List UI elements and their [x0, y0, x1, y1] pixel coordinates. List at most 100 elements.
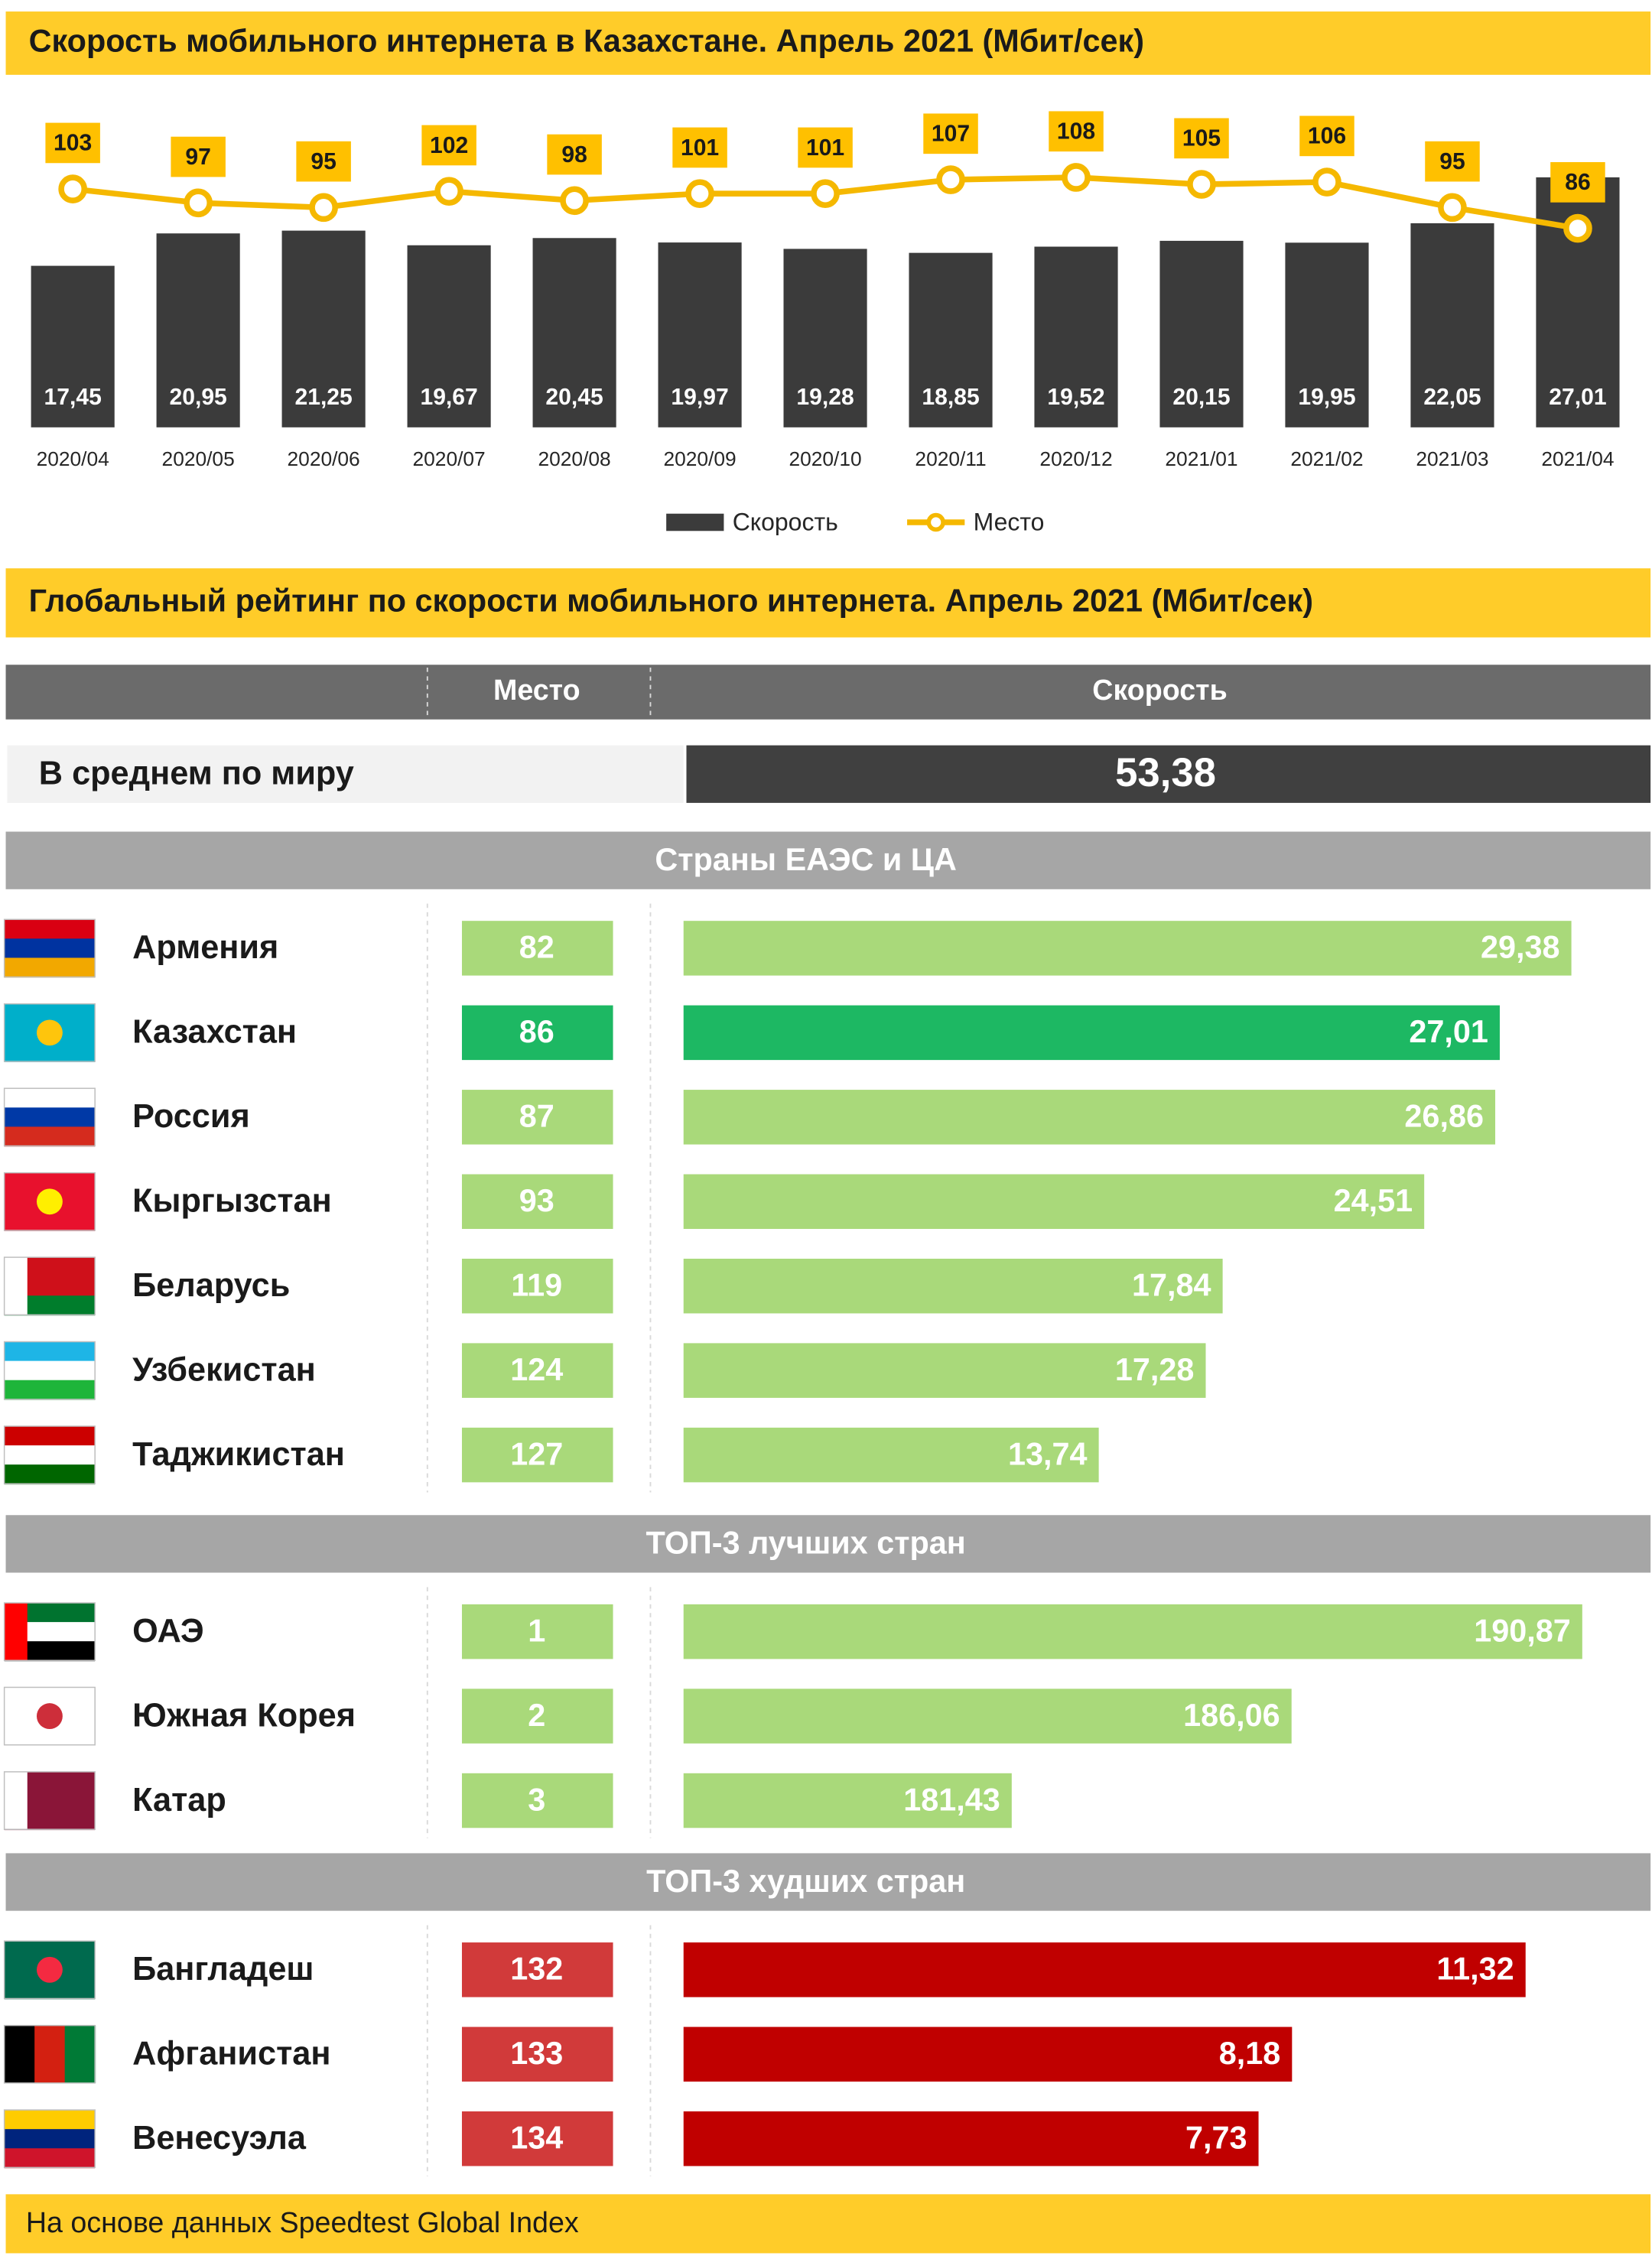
point-label-bg	[45, 122, 100, 164]
bar-value-label: 19,67	[420, 385, 477, 410]
bar	[407, 245, 491, 427]
speed-bar	[683, 1604, 1582, 1659]
bar	[31, 265, 115, 427]
speed-bar	[683, 2027, 1293, 2082]
rank-value: 86	[519, 1014, 554, 1049]
point-label: 98	[561, 142, 587, 167]
rank-value: 119	[511, 1268, 562, 1303]
x-tick-label: 2020/09	[663, 447, 736, 470]
flag	[4, 1771, 28, 1830]
group-title: ТОП-3 лучших стран	[646, 1526, 966, 1561]
speed-label: 186,06	[1183, 1698, 1280, 1733]
flag	[4, 938, 96, 959]
country-name: Россия	[132, 1098, 250, 1135]
flag	[64, 2025, 96, 2083]
flag	[4, 1425, 96, 1446]
country-name: Узбекистан	[132, 1351, 316, 1388]
flag	[4, 1603, 28, 1661]
rank-box	[461, 1258, 613, 1314]
bar-value-label: 27,01	[1549, 385, 1606, 410]
x-tick-label: 2020/04	[37, 447, 109, 470]
speed-label: 26,86	[1404, 1099, 1484, 1134]
flag	[36, 1188, 63, 1215]
country-name: Таджикистан	[132, 1436, 345, 1473]
country-name: Армения	[132, 929, 278, 966]
point-label-bg	[798, 127, 853, 168]
flag-border	[3, 1172, 96, 1231]
flag-border	[3, 2024, 96, 2084]
bar	[1285, 242, 1369, 427]
line-point	[1062, 163, 1091, 192]
flag	[4, 1088, 96, 1109]
country-name: Южная Корея	[132, 1697, 356, 1734]
x-tick-label: 2020/08	[538, 447, 611, 470]
flag	[4, 1464, 96, 1485]
country-name: Бангладеш	[132, 1951, 314, 1988]
speed-label: 24,51	[1334, 1183, 1413, 1218]
point-label-bg	[1550, 162, 1605, 203]
column-header	[5, 665, 1651, 720]
flag	[36, 1019, 63, 1046]
country-name: Кыргызстан	[132, 1183, 332, 1220]
point-label: 101	[806, 135, 844, 161]
point-label: 103	[54, 131, 92, 156]
line-point	[184, 188, 213, 218]
bar	[1034, 246, 1118, 427]
flag-border	[3, 1602, 96, 1662]
point-label-bg	[923, 113, 978, 154]
flag-border	[3, 1003, 96, 1062]
column-title: Скорость	[1092, 674, 1227, 706]
flag	[4, 1341, 96, 1362]
footer-bar	[5, 2194, 1651, 2254]
rank-value: 124	[510, 1352, 563, 1387]
rank-box	[461, 1942, 613, 1997]
x-tick-label: 2021/02	[1290, 447, 1363, 470]
rank-value: 2	[528, 1698, 545, 1733]
bar-value-label: 17,45	[44, 385, 102, 410]
country-name: Катар	[132, 1782, 226, 1819]
group-title: Страны ЕАЭС и ЦА	[655, 842, 957, 877]
x-tick-label: 2020/10	[789, 447, 861, 470]
rank-box	[461, 1604, 613, 1659]
flag	[4, 2110, 96, 2131]
legend-label: Скорость	[733, 508, 838, 535]
speed-label: 13,74	[1008, 1436, 1088, 1471]
rank-box	[461, 1689, 613, 1744]
speed-bar	[683, 1689, 1292, 1744]
point-label: 108	[1057, 119, 1095, 145]
bar	[658, 242, 742, 427]
bar	[1159, 240, 1244, 427]
country-name: Беларусь	[132, 1267, 290, 1304]
speed-label: 11,32	[1436, 1952, 1514, 1987]
line-point	[309, 193, 338, 223]
legend-swatch	[926, 512, 945, 532]
flag	[36, 1703, 63, 1730]
rank-value: 133	[510, 2036, 563, 2071]
speed-bar	[683, 1773, 1012, 1828]
flag	[4, 1380, 96, 1400]
speed-bar	[683, 1174, 1425, 1230]
flag	[4, 1445, 96, 1466]
speed-bar	[683, 1005, 1500, 1061]
flag	[4, 2148, 96, 2169]
legend-label: Место	[974, 508, 1045, 535]
point-label: 105	[1182, 126, 1221, 151]
line-point	[1187, 170, 1216, 199]
speed-bar	[683, 1942, 1526, 1997]
chart-title: Скорость мобильного интернета в Казахста…	[29, 23, 1144, 58]
line-point	[1563, 213, 1592, 243]
point-label-bg	[421, 125, 476, 166]
point-label: 106	[1308, 124, 1346, 149]
rank-box	[461, 921, 613, 976]
bar	[909, 252, 993, 427]
x-tick-label: 2020/12	[1039, 447, 1112, 470]
x-tick-label: 2021/04	[1541, 447, 1614, 470]
flag	[4, 957, 96, 978]
footer-source: На основе данных Speedtest Global Index	[26, 2206, 579, 2238]
bar-value-label: 19,95	[1298, 385, 1355, 410]
country-name: Казахстан	[132, 1014, 297, 1051]
flag	[4, 1107, 96, 1128]
flag	[4, 1360, 96, 1381]
rank-box	[461, 1427, 613, 1483]
